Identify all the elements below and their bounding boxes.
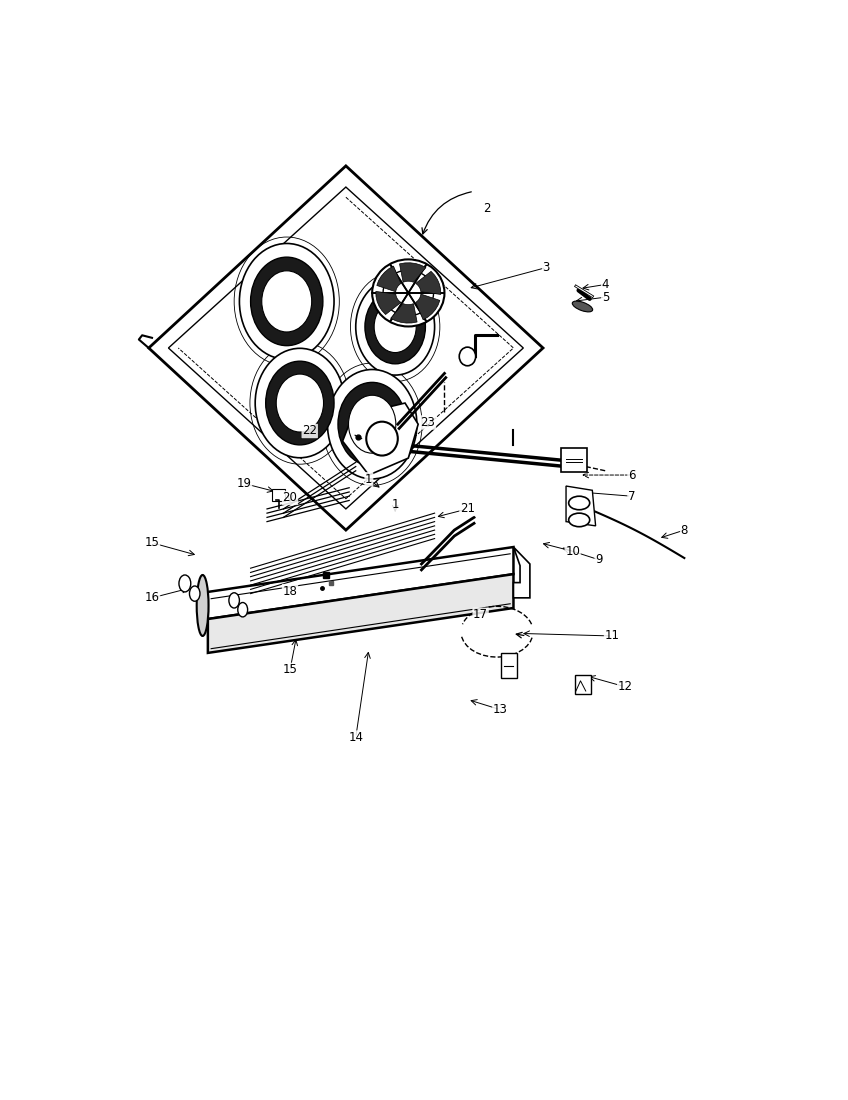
- Text: 4: 4: [602, 278, 609, 292]
- Text: 16: 16: [144, 592, 159, 604]
- Ellipse shape: [569, 514, 589, 527]
- Polygon shape: [391, 304, 417, 323]
- Text: 18: 18: [282, 584, 298, 597]
- Text: 6: 6: [628, 469, 635, 482]
- Text: 10: 10: [565, 544, 580, 558]
- Ellipse shape: [365, 289, 426, 364]
- Text: 12: 12: [617, 680, 633, 693]
- Ellipse shape: [372, 260, 444, 327]
- Polygon shape: [169, 187, 523, 509]
- Ellipse shape: [251, 257, 323, 345]
- Ellipse shape: [366, 421, 398, 455]
- Ellipse shape: [189, 586, 200, 602]
- Text: 22: 22: [302, 425, 317, 438]
- Ellipse shape: [237, 603, 248, 617]
- Ellipse shape: [572, 301, 593, 312]
- Text: 7: 7: [628, 490, 635, 503]
- FancyBboxPatch shape: [575, 675, 591, 694]
- Polygon shape: [148, 166, 543, 530]
- Polygon shape: [208, 574, 513, 653]
- Ellipse shape: [255, 349, 344, 458]
- Polygon shape: [566, 486, 595, 526]
- Polygon shape: [513, 547, 530, 598]
- Ellipse shape: [229, 593, 239, 608]
- Polygon shape: [399, 263, 426, 283]
- Polygon shape: [376, 292, 401, 315]
- Ellipse shape: [338, 383, 406, 466]
- Polygon shape: [377, 266, 401, 292]
- Text: 19: 19: [237, 477, 252, 490]
- Ellipse shape: [262, 271, 312, 332]
- Text: 14: 14: [349, 732, 363, 744]
- Ellipse shape: [349, 395, 396, 453]
- Text: 21: 21: [460, 503, 475, 516]
- Ellipse shape: [239, 243, 334, 360]
- Text: 20: 20: [282, 492, 298, 505]
- FancyBboxPatch shape: [561, 448, 587, 473]
- Polygon shape: [208, 547, 513, 619]
- Polygon shape: [416, 294, 440, 320]
- Text: 15: 15: [282, 663, 298, 676]
- Text: 8: 8: [681, 524, 688, 537]
- Polygon shape: [416, 272, 441, 295]
- Ellipse shape: [356, 278, 434, 375]
- Ellipse shape: [265, 361, 334, 444]
- Text: 3: 3: [543, 261, 550, 274]
- Text: 15: 15: [144, 537, 159, 549]
- Text: 1: 1: [365, 473, 372, 486]
- Text: 5: 5: [602, 290, 609, 304]
- Text: 23: 23: [421, 416, 436, 429]
- FancyBboxPatch shape: [501, 653, 516, 679]
- Ellipse shape: [327, 370, 417, 478]
- Ellipse shape: [276, 374, 324, 432]
- Ellipse shape: [197, 575, 209, 636]
- Text: 17: 17: [473, 608, 488, 622]
- FancyBboxPatch shape: [272, 490, 286, 502]
- Polygon shape: [343, 403, 418, 475]
- Text: 2: 2: [483, 201, 491, 214]
- Text: 13: 13: [493, 703, 508, 716]
- Text: 11: 11: [605, 629, 620, 642]
- Text: 9: 9: [595, 553, 603, 566]
- Ellipse shape: [460, 348, 476, 366]
- Ellipse shape: [569, 496, 589, 509]
- Ellipse shape: [179, 575, 191, 592]
- Ellipse shape: [374, 301, 416, 353]
- Text: 1: 1: [392, 498, 399, 512]
